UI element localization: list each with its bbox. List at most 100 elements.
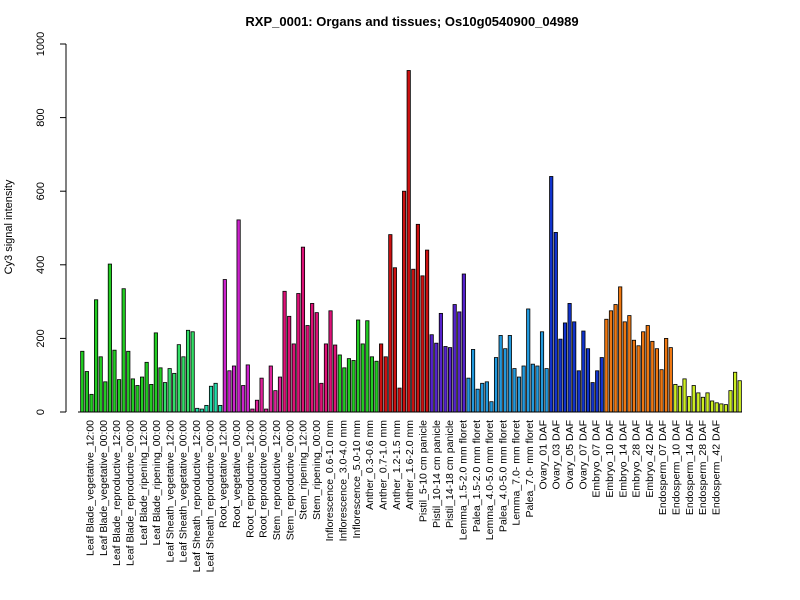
bar: [677, 385, 682, 413]
bar: [659, 369, 664, 413]
bar: [682, 378, 687, 413]
bar: [346, 358, 351, 413]
x-tick-label: Leaf Blade_vegetative_00:00: [98, 420, 110, 556]
bar: [558, 338, 563, 413]
x-tick-label: Leaf Blade_ripening_00:00: [151, 420, 163, 546]
bar: [153, 332, 158, 413]
bar: [728, 390, 733, 413]
bar: [608, 310, 614, 413]
bar: [411, 268, 416, 413]
bar: [287, 315, 292, 413]
bar: [185, 329, 191, 413]
x-tick-label: Inflorescence_0.6-1.0 mm: [324, 420, 336, 542]
bar: [448, 347, 453, 413]
bar: [415, 223, 420, 413]
bar: [475, 388, 480, 413]
bar: [530, 363, 535, 413]
bar: [581, 330, 586, 413]
bar: [507, 335, 512, 413]
x-tick-label: Embryo_28 DAF: [631, 420, 643, 498]
y-tick-label: 400: [35, 256, 47, 274]
bar: [636, 345, 641, 413]
bar: [126, 350, 131, 413]
x-tick-label: Endosperm_28 DAF: [697, 420, 709, 515]
x-tick-label: Anther_1.2-1.5 mm: [391, 420, 403, 510]
y-axis-label: Cy3 signal intensity: [3, 179, 15, 274]
bar: [562, 322, 568, 413]
x-tick-label: Endosperm_07 DAF: [657, 420, 669, 515]
x-tick-label: Leaf Blade_ripening_12:00: [138, 420, 150, 546]
y-axis: 0 200 400 600 800 1000: [35, 32, 67, 415]
x-tick-label: Root_vegetative_00:00: [231, 420, 243, 528]
bar: [576, 370, 581, 413]
bar: [457, 311, 462, 413]
bar: [176, 344, 181, 413]
bar: [84, 371, 89, 413]
x-tick-label: Embryo_42 DAF: [644, 420, 656, 498]
bar: [549, 176, 554, 413]
bar: [241, 385, 246, 413]
bar: [696, 392, 701, 413]
x-tick-label: Palea_1.5-2.0 mm floret: [471, 420, 483, 532]
bar: [190, 331, 195, 413]
bar: [383, 356, 388, 413]
bar: [360, 343, 365, 413]
x-tick-label: Lemma_7.0- mm floret: [511, 420, 523, 526]
bar: [452, 304, 457, 413]
bar: [443, 346, 448, 413]
x-tick-label: Anther_1.6-2.0 mm: [404, 420, 416, 510]
bar: [585, 348, 591, 413]
bar: [618, 286, 623, 413]
bar: [650, 340, 655, 413]
bar: [526, 308, 531, 413]
bar: [512, 368, 517, 413]
bar: [254, 399, 260, 413]
bar: [691, 385, 696, 413]
bar: [333, 344, 338, 413]
bar: [572, 321, 577, 413]
bar: [208, 385, 214, 413]
bar: [195, 407, 200, 413]
bar: [645, 325, 650, 413]
bar: [595, 370, 600, 413]
bar: [245, 364, 250, 413]
y-tick-label: 200: [35, 329, 47, 347]
bar: [98, 356, 103, 413]
x-tick-label: Stem_ripening_12:00: [298, 420, 310, 520]
bar: [282, 290, 287, 413]
bar: [714, 402, 719, 413]
bar: [631, 339, 637, 413]
bar: [296, 293, 301, 413]
bar: [664, 337, 669, 413]
x-tick-label: Embryo_14 DAF: [617, 420, 629, 498]
y-tick-label: 800: [35, 108, 47, 126]
x-tick-label: Stem_reproductive_00:00: [284, 420, 296, 540]
bar: [323, 343, 329, 413]
x-tick-label: Leaf Sheath_reproductive_12:00: [191, 420, 203, 573]
bar: [277, 376, 283, 413]
bar: [379, 343, 384, 413]
bar: [236, 219, 241, 413]
x-tick-label: Lemma_1.5-2.0 mm floret: [457, 420, 469, 540]
chart-title: RXP_0001: Organs and tissues; Os10g05409…: [245, 14, 578, 29]
x-tick-label: Leaf Sheath_vegetative_00:00: [178, 420, 190, 563]
bar: [705, 392, 710, 413]
bar: [553, 232, 558, 413]
x-tick-label: Lemma_4.0-5.0 mm floret: [484, 420, 496, 540]
bar: [204, 404, 209, 413]
bar: [181, 356, 186, 413]
x-tick-label: Ovary_01 DAF: [537, 420, 549, 489]
bar: [89, 393, 94, 413]
x-tick-label: Leaf Blade_reproductive_12:00: [111, 420, 123, 566]
bar: [710, 400, 715, 413]
bar: [539, 331, 545, 413]
x-tick-label: Ovary_03 DAF: [551, 420, 563, 489]
bar: [130, 378, 135, 413]
bar: [319, 382, 324, 413]
x-tick-label: Leaf Blade_reproductive_00:00: [124, 420, 136, 566]
bar: [268, 365, 273, 413]
bar: [471, 349, 476, 413]
bar: [567, 303, 572, 413]
bar: [425, 249, 430, 413]
